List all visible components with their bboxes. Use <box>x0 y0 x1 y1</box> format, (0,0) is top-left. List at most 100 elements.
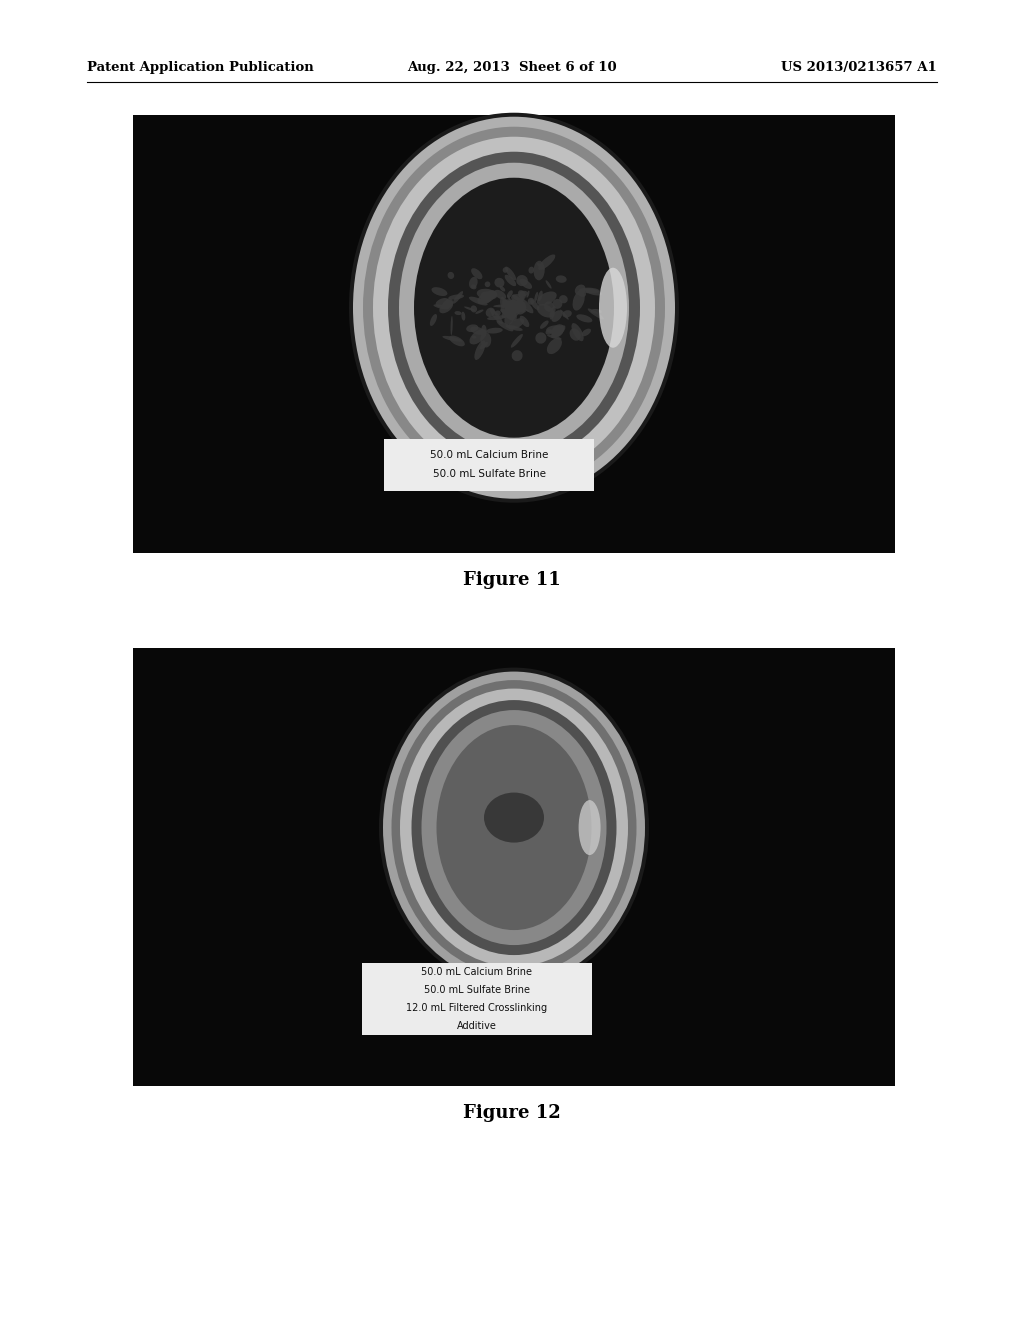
Ellipse shape <box>546 329 553 335</box>
Ellipse shape <box>552 298 562 309</box>
Ellipse shape <box>470 326 485 335</box>
Ellipse shape <box>511 334 523 347</box>
Ellipse shape <box>442 335 462 342</box>
Ellipse shape <box>507 290 513 298</box>
Ellipse shape <box>414 178 614 438</box>
Ellipse shape <box>578 290 586 297</box>
Ellipse shape <box>591 309 602 314</box>
Ellipse shape <box>500 297 505 308</box>
Ellipse shape <box>503 267 508 273</box>
Ellipse shape <box>508 318 524 329</box>
Ellipse shape <box>512 304 518 313</box>
Text: 12.0 mL Filtered Crosslinking: 12.0 mL Filtered Crosslinking <box>407 1003 547 1014</box>
Ellipse shape <box>494 305 512 308</box>
Ellipse shape <box>484 792 544 842</box>
Ellipse shape <box>546 325 563 333</box>
Ellipse shape <box>508 304 526 313</box>
Ellipse shape <box>585 288 602 296</box>
Ellipse shape <box>453 292 463 304</box>
Ellipse shape <box>526 290 529 298</box>
Ellipse shape <box>538 263 545 269</box>
Ellipse shape <box>550 306 556 319</box>
Ellipse shape <box>464 306 475 312</box>
Text: Figure 12: Figure 12 <box>463 1104 561 1122</box>
Ellipse shape <box>486 327 503 334</box>
Bar <box>133 115 895 553</box>
Ellipse shape <box>505 275 516 286</box>
Ellipse shape <box>431 288 447 296</box>
Ellipse shape <box>536 333 547 343</box>
Ellipse shape <box>422 710 606 945</box>
Ellipse shape <box>518 302 523 309</box>
Ellipse shape <box>497 321 513 331</box>
Ellipse shape <box>430 314 437 326</box>
Ellipse shape <box>502 298 508 308</box>
Ellipse shape <box>537 292 557 306</box>
Ellipse shape <box>535 292 538 302</box>
Ellipse shape <box>471 268 482 280</box>
Ellipse shape <box>471 284 476 289</box>
Ellipse shape <box>474 341 485 360</box>
Ellipse shape <box>449 294 464 300</box>
Ellipse shape <box>469 329 486 345</box>
Ellipse shape <box>516 304 529 312</box>
Ellipse shape <box>472 335 476 339</box>
Ellipse shape <box>433 305 449 309</box>
Ellipse shape <box>527 298 535 305</box>
Ellipse shape <box>551 310 562 322</box>
Ellipse shape <box>569 329 581 341</box>
Ellipse shape <box>487 315 507 319</box>
Ellipse shape <box>551 325 564 338</box>
Ellipse shape <box>400 689 628 966</box>
Ellipse shape <box>519 290 527 297</box>
Ellipse shape <box>504 301 515 308</box>
Ellipse shape <box>534 261 545 280</box>
Ellipse shape <box>599 268 627 347</box>
Ellipse shape <box>399 162 629 453</box>
Ellipse shape <box>544 301 554 312</box>
Ellipse shape <box>518 290 526 300</box>
Ellipse shape <box>479 342 488 350</box>
Ellipse shape <box>495 277 505 288</box>
Text: Additive: Additive <box>457 1022 497 1031</box>
Ellipse shape <box>579 800 601 855</box>
Ellipse shape <box>539 255 555 271</box>
Text: 50.0 mL Sulfate Brine: 50.0 mL Sulfate Brine <box>433 470 546 479</box>
Ellipse shape <box>588 309 604 319</box>
Bar <box>133 648 895 1086</box>
Ellipse shape <box>484 281 490 288</box>
Ellipse shape <box>507 300 518 314</box>
Ellipse shape <box>547 338 562 354</box>
Ellipse shape <box>507 305 519 310</box>
Ellipse shape <box>489 309 503 323</box>
Ellipse shape <box>559 296 567 304</box>
Ellipse shape <box>495 290 506 300</box>
Ellipse shape <box>571 323 584 341</box>
Ellipse shape <box>436 725 592 931</box>
Ellipse shape <box>520 315 529 327</box>
Ellipse shape <box>477 290 497 304</box>
Ellipse shape <box>556 276 566 282</box>
Ellipse shape <box>530 300 540 310</box>
Ellipse shape <box>485 308 495 317</box>
Ellipse shape <box>391 680 637 975</box>
Ellipse shape <box>518 297 534 313</box>
Ellipse shape <box>447 272 455 279</box>
Ellipse shape <box>505 267 516 280</box>
Ellipse shape <box>373 137 655 479</box>
Ellipse shape <box>450 335 465 346</box>
Ellipse shape <box>445 298 454 306</box>
Ellipse shape <box>451 315 453 335</box>
Ellipse shape <box>412 700 616 956</box>
Ellipse shape <box>349 112 679 503</box>
Ellipse shape <box>503 300 521 309</box>
Text: US 2013/0213657 A1: US 2013/0213657 A1 <box>781 62 937 74</box>
Text: Aug. 22, 2013  Sheet 6 of 10: Aug. 22, 2013 Sheet 6 of 10 <box>408 62 616 74</box>
Ellipse shape <box>560 310 568 319</box>
Ellipse shape <box>547 335 561 339</box>
Ellipse shape <box>580 288 600 293</box>
Ellipse shape <box>516 275 527 286</box>
Ellipse shape <box>511 294 524 302</box>
Ellipse shape <box>362 127 665 488</box>
Ellipse shape <box>502 306 514 318</box>
